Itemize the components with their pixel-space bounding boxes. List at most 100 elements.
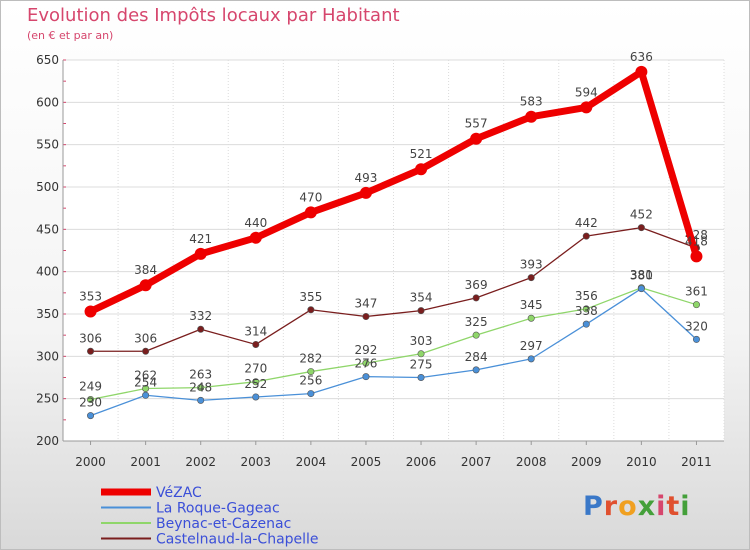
series-line-0 — [87, 68, 700, 315]
data-point-0 — [249, 231, 262, 244]
data-point-3 — [142, 347, 150, 355]
data-label-0: 384 — [134, 263, 157, 277]
y-tick-label: 650 — [36, 53, 59, 67]
y-tick-label: 400 — [36, 265, 59, 279]
data-label-1: 338 — [575, 304, 598, 318]
data-point-0 — [359, 186, 372, 199]
data-label-3: 452 — [630, 208, 653, 222]
data-label-3: 355 — [299, 290, 322, 304]
data-label-2: 249 — [79, 380, 102, 394]
data-point-1 — [252, 393, 260, 401]
data-point-3 — [637, 224, 645, 232]
x-tick-label: 2001 — [130, 455, 161, 469]
data-label-2: 356 — [575, 289, 598, 303]
x-tick-label: 2011 — [681, 455, 712, 469]
data-point-0 — [580, 101, 593, 114]
data-label-1: 380 — [630, 269, 653, 283]
data-point-2 — [307, 368, 315, 376]
data-point-2 — [582, 305, 590, 313]
data-label-0: 470 — [299, 190, 322, 204]
y-tick-label: 200 — [36, 434, 59, 448]
data-label-0: 557 — [465, 117, 488, 131]
data-label-3: 393 — [520, 258, 543, 272]
data-label-2: 361 — [685, 285, 708, 299]
data-point-0 — [139, 279, 152, 292]
data-point-0 — [415, 163, 428, 176]
data-point-0 — [84, 305, 97, 318]
chart-title: Evolution des Impôts locaux par Habitant — [27, 5, 400, 26]
x-tick-label: 2007 — [461, 455, 492, 469]
x-tick-label: 2010 — [626, 455, 657, 469]
data-label-2: 263 — [189, 368, 212, 382]
legend-label: Castelnaud-la-Chapelle — [156, 532, 319, 548]
y-tick-label: 250 — [36, 392, 59, 406]
data-label-1: 252 — [244, 377, 267, 391]
data-point-2 — [252, 378, 260, 386]
x-tick-label: 2005 — [351, 455, 382, 469]
data-label-2: 282 — [299, 352, 322, 366]
x-tick-label: 2000 — [75, 455, 106, 469]
data-label-1: 248 — [189, 380, 212, 394]
data-label-0: 440 — [244, 216, 267, 230]
data-label-3: 306 — [79, 331, 102, 345]
data-point-0 — [525, 110, 538, 123]
data-point-0 — [635, 65, 648, 78]
data-label-1: 276 — [355, 357, 378, 371]
y-tick-label: 550 — [36, 138, 59, 152]
data-point-3 — [362, 313, 370, 321]
data-point-3 — [87, 347, 95, 355]
data-point-1 — [142, 391, 150, 399]
data-label-3: 354 — [410, 291, 433, 305]
series-line-3 — [89, 226, 698, 352]
data-label-2: 262 — [134, 369, 157, 383]
data-point-2 — [417, 350, 425, 358]
data-label-3: 332 — [189, 309, 212, 323]
data-point-3 — [472, 294, 480, 302]
series-line-2 — [89, 287, 698, 401]
data-label-2: 292 — [355, 343, 378, 357]
data-label-3: 306 — [134, 331, 157, 345]
data-label-3: 369 — [465, 278, 488, 292]
data-point-3 — [307, 306, 315, 314]
data-point-1 — [582, 320, 590, 328]
y-tick-label: 600 — [36, 95, 59, 109]
data-label-0: 418 — [685, 234, 708, 248]
data-label-1: 320 — [685, 319, 708, 333]
data-label-1: 256 — [299, 374, 322, 388]
data-label-0: 636 — [630, 50, 653, 64]
data-point-2 — [692, 301, 700, 309]
data-point-1 — [527, 355, 535, 363]
data-point-0 — [690, 250, 703, 263]
data-label-3: 347 — [355, 297, 378, 311]
data-point-0 — [304, 206, 317, 219]
data-point-3 — [417, 307, 425, 315]
data-label-2: 345 — [520, 298, 543, 312]
x-tick-label: 2004 — [296, 455, 327, 469]
data-label-0: 583 — [520, 95, 543, 109]
data-point-3 — [197, 325, 205, 333]
chart-subtitle: (en € et par an) — [27, 29, 114, 42]
data-point-2 — [472, 331, 480, 339]
series-line-1 — [89, 287, 698, 417]
x-tick-label: 2003 — [241, 455, 272, 469]
data-label-2: 270 — [244, 362, 267, 376]
data-label-1: 297 — [520, 339, 543, 353]
data-label-1: 230 — [79, 396, 102, 410]
data-label-2: 325 — [465, 315, 488, 329]
data-point-1 — [417, 373, 425, 381]
x-tick-label: 2006 — [406, 455, 437, 469]
data-point-3 — [527, 274, 535, 282]
data-point-3 — [582, 232, 590, 240]
legend-label: VéZAC — [156, 485, 202, 501]
legend-label: La Roque-Gageac — [156, 501, 280, 517]
data-point-1 — [87, 412, 95, 420]
y-tick-label: 500 — [36, 180, 59, 194]
data-label-1: 275 — [410, 358, 433, 372]
data-label-0: 594 — [575, 85, 598, 99]
y-tick-label: 350 — [36, 307, 59, 321]
data-point-1 — [637, 285, 645, 293]
data-label-3: 442 — [575, 216, 598, 230]
data-point-2 — [362, 359, 370, 367]
